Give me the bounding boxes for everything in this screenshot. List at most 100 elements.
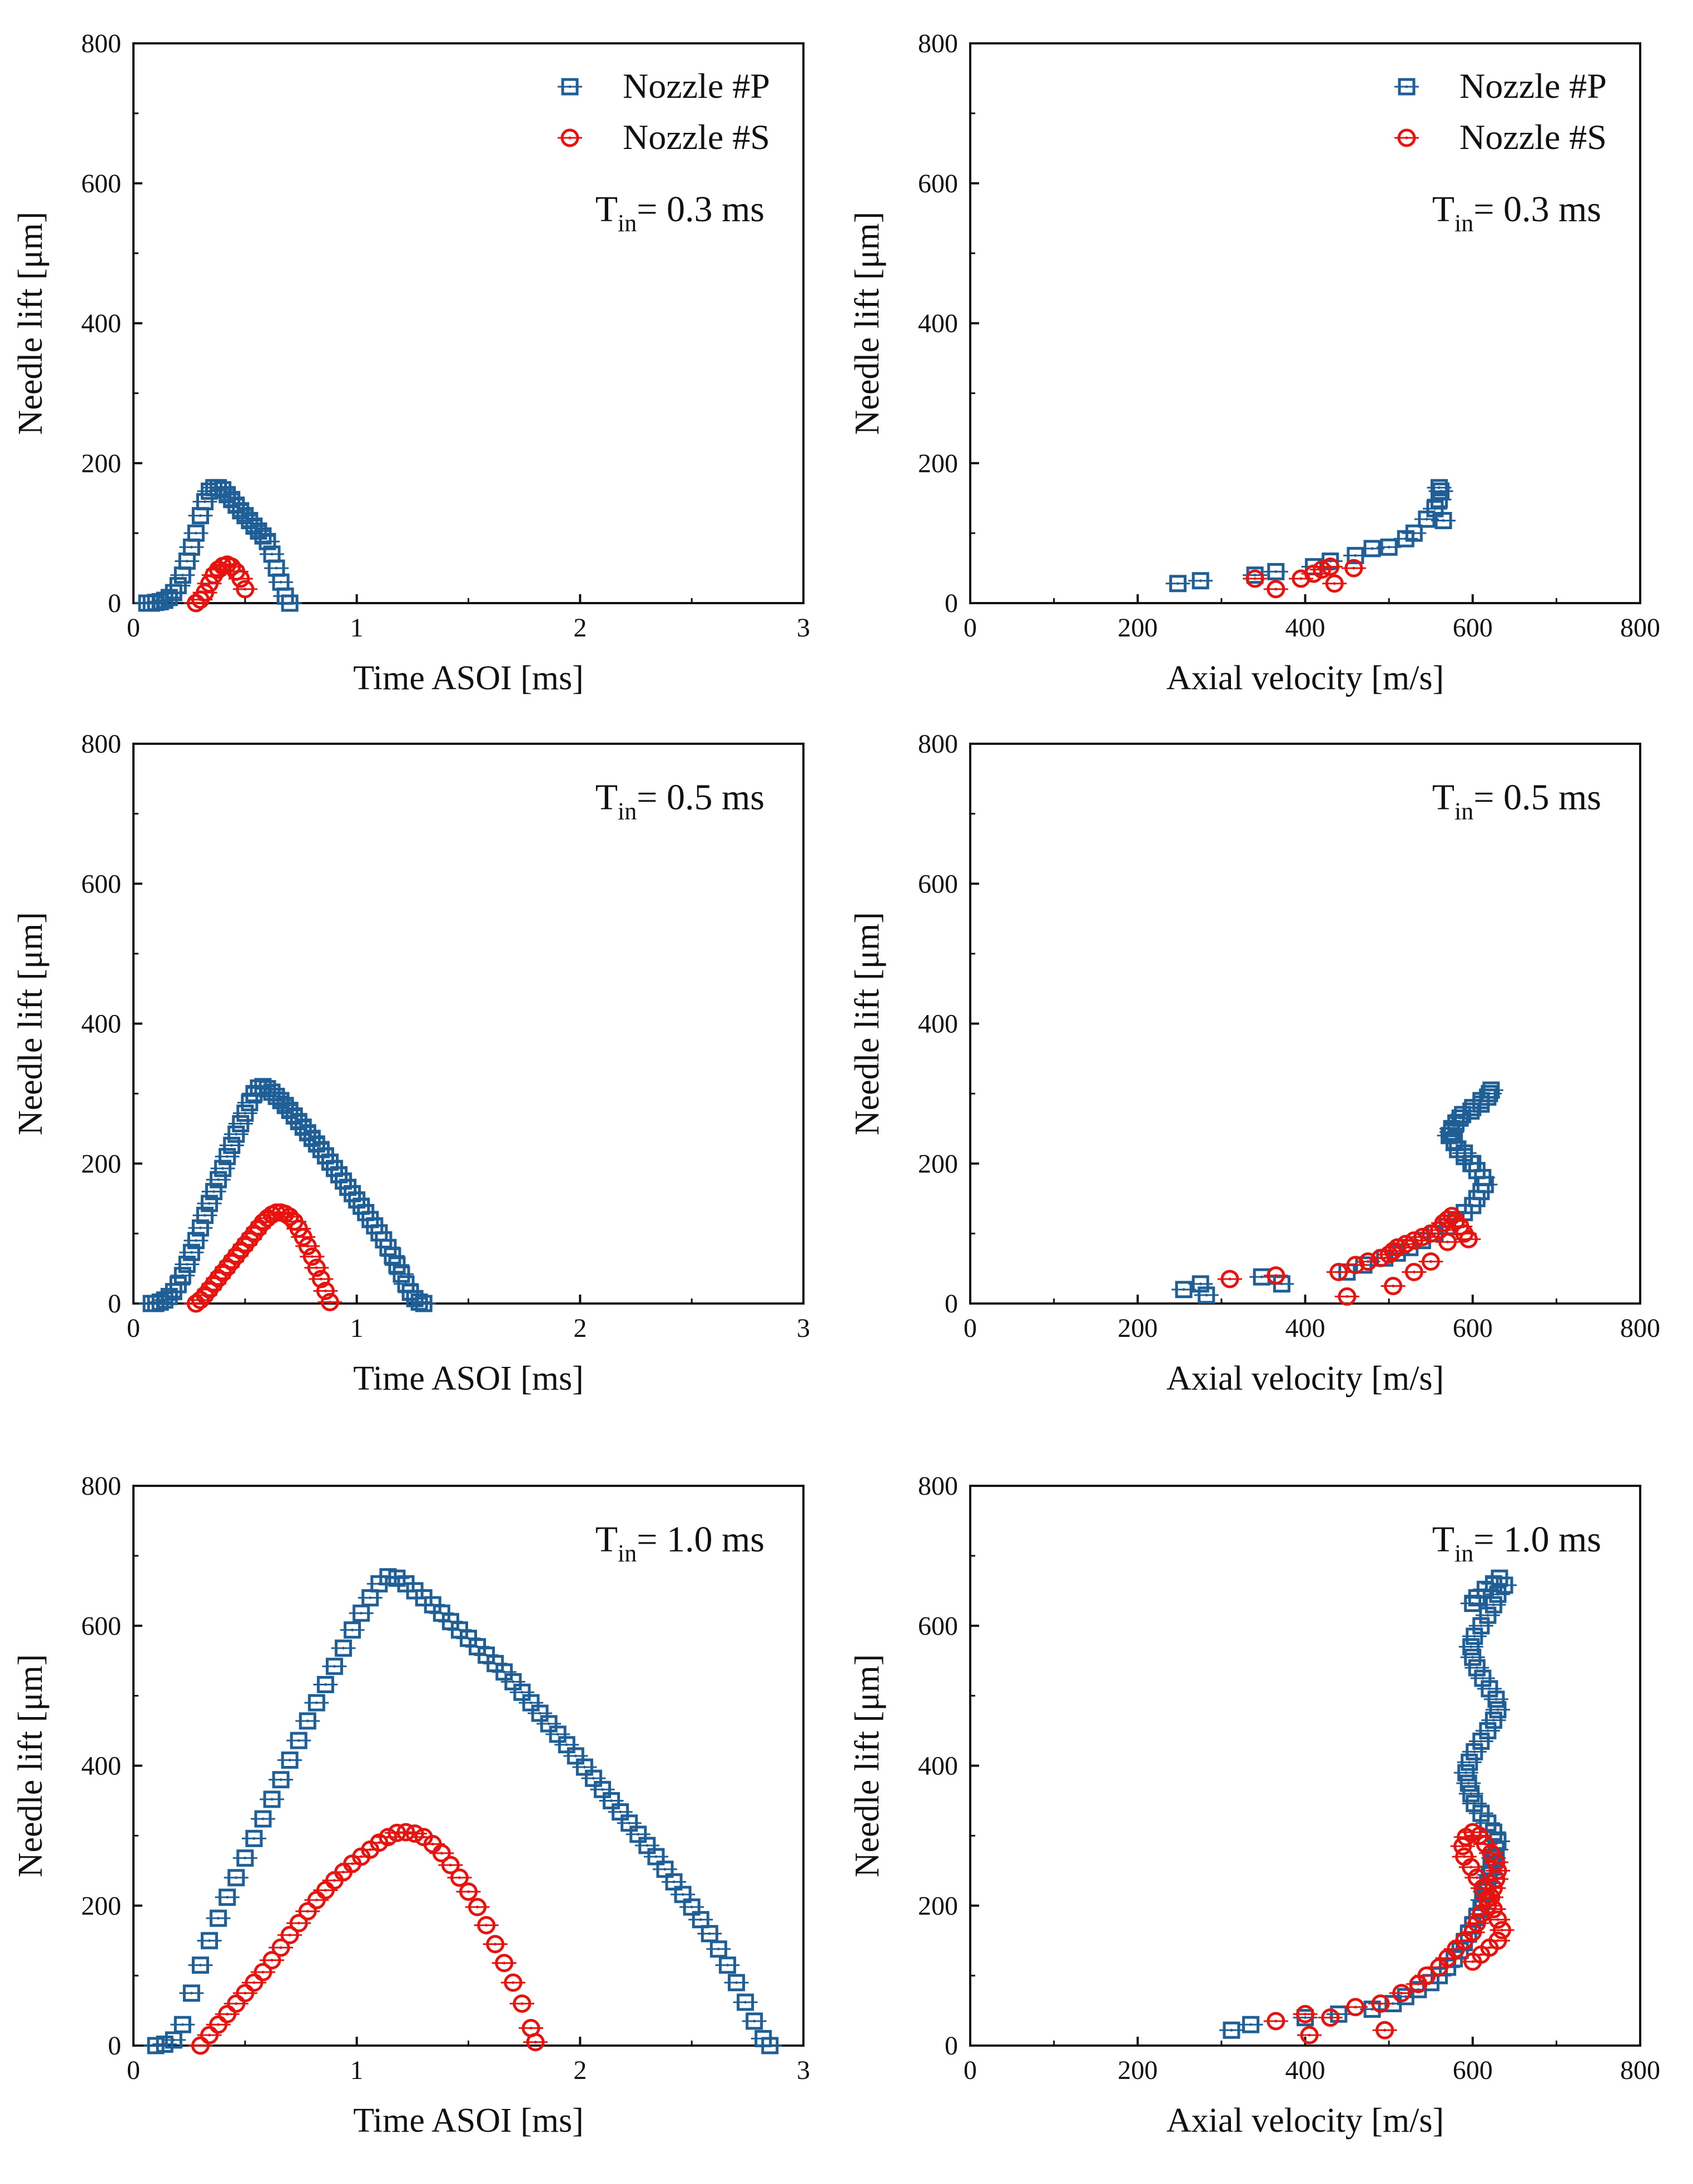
marker-nozzle-s xyxy=(228,569,253,588)
marker-nozzle-s xyxy=(1450,1837,1475,1855)
annotation-tin: Tin= 1.0 ms xyxy=(1432,1519,1601,1567)
y-tick-label: 600 xyxy=(918,169,958,198)
marker-nozzle-p xyxy=(599,1792,624,1809)
y-tick-label: 400 xyxy=(81,1009,121,1039)
marker-nozzle-s xyxy=(1394,128,1419,147)
marker-nozzle-p xyxy=(166,577,191,595)
y-tick-label: 0 xyxy=(108,1289,121,1319)
y-axis-label: Needle lift [μm] xyxy=(12,912,49,1136)
marker-nozzle-s xyxy=(1263,580,1288,599)
marker-nozzle-p xyxy=(389,1265,414,1283)
x-tick-label: 1 xyxy=(350,2056,364,2085)
marker-nozzle-s xyxy=(1343,1256,1368,1275)
annotation-base: T xyxy=(595,1519,618,1560)
marker-nozzle-s xyxy=(188,2036,213,2055)
marker-nozzle-p xyxy=(228,1115,253,1133)
marker-nozzle-p xyxy=(206,1171,231,1188)
marker-nozzle-p xyxy=(224,1125,249,1143)
marker-nozzle-p xyxy=(206,1909,231,1927)
marker-nozzle-p xyxy=(1464,1659,1490,1676)
marker-nozzle-p xyxy=(706,1940,731,1958)
marker-nozzle-p xyxy=(715,1956,740,1974)
marker-nozzle-p xyxy=(500,1673,525,1690)
legend-label-s: Nozzle #S xyxy=(623,117,770,157)
marker-nozzle-s xyxy=(1453,1828,1478,1847)
marker-nozzle-p xyxy=(1456,1774,1481,1792)
marker-nozzle-p xyxy=(201,1183,226,1201)
marker-nozzle-p xyxy=(1194,1286,1219,1304)
marker-nozzle-p xyxy=(232,1105,257,1122)
marker-nozzle-p xyxy=(572,1758,597,1776)
marker-nozzle-p xyxy=(228,502,253,520)
marker-nozzle-s xyxy=(286,1914,311,1933)
y-tick-label: 400 xyxy=(918,309,958,339)
x-tick-label: 800 xyxy=(1620,1314,1660,1343)
marker-nozzle-p xyxy=(558,78,582,96)
marker-nozzle-p xyxy=(671,1885,696,1903)
marker-nozzle-p xyxy=(563,1747,588,1765)
x-tick-label: 2 xyxy=(573,2056,587,2085)
x-tick-label: 2 xyxy=(573,613,587,643)
marker-nozzle-s xyxy=(1402,1262,1427,1281)
legend: Nozzle #P Nozzle #S xyxy=(558,66,770,157)
legend-label-p: Nozzle #P xyxy=(1459,66,1607,106)
marker-nozzle-s xyxy=(1297,2026,1322,2044)
marker-nozzle-p xyxy=(634,1837,659,1854)
marker-nozzle-s xyxy=(1464,1914,1490,1933)
annotation-sub: in xyxy=(1454,798,1473,825)
annotation-sub: in xyxy=(618,210,637,237)
marker-nozzle-s xyxy=(1263,2012,1288,2031)
marker-nozzle-s xyxy=(1389,1984,1414,2003)
marker-nozzle-s xyxy=(192,583,217,602)
marker-nozzle-s xyxy=(304,1891,329,1909)
marker-nozzle-s xyxy=(197,2026,222,2044)
y-tick-label: 800 xyxy=(918,729,958,759)
marker-nozzle-s xyxy=(1490,1921,1515,1939)
x-tick-label: 200 xyxy=(1118,613,1158,643)
x-tick-label: 800 xyxy=(1620,613,1660,643)
y-tick-label: 200 xyxy=(918,1891,958,1921)
x-tick-label: 200 xyxy=(1118,2056,1158,2085)
marker-nozzle-p xyxy=(179,1243,204,1261)
annotation-value: = 0.5 ms xyxy=(637,777,764,818)
chart-panel-lift-time-1.0: 0 1 2 3 0 200 400 600 800 Time ASOI [ms] Needle li… xyxy=(12,1471,810,2140)
marker-nozzle-s xyxy=(491,1953,517,1972)
marker-nozzle-s xyxy=(1217,1270,1242,1288)
marker-nozzle-p xyxy=(286,1732,311,1749)
marker-nozzle-p xyxy=(662,1873,687,1891)
y-tick-label: 400 xyxy=(918,1752,958,1781)
marker-nozzle-s xyxy=(509,1994,534,2013)
marker-nozzle-p xyxy=(1427,479,1452,496)
marker-nozzle-p xyxy=(518,1694,543,1712)
marker-nozzle-s xyxy=(1381,1277,1406,1296)
marker-nozzle-p xyxy=(313,1675,338,1693)
annotation-base: T xyxy=(595,189,618,230)
annotation-tin: Tin= 0.5 ms xyxy=(1432,777,1601,825)
marker-nozzle-p xyxy=(175,1256,200,1273)
chart-panel-lift-vel-1.0: 0 200 400 600 800 0 200 400 600 800 Axial velocity… xyxy=(848,1471,1660,2140)
marker-nozzle-s xyxy=(1368,1994,1393,2013)
marker-nozzle-p xyxy=(241,518,266,535)
y-tick-label: 800 xyxy=(918,29,958,58)
marker-nozzle-s xyxy=(1356,1252,1381,1271)
chart-panel-lift-vel-0.5: 0 200 400 600 800 0 200 400 600 800 Axial velocity… xyxy=(848,729,1660,1397)
marker-nozzle-p xyxy=(554,1736,579,1754)
x-tick-label: 1 xyxy=(350,613,364,643)
marker-nozzle-p xyxy=(295,1712,320,1730)
annotation-value: = 1.0 ms xyxy=(1473,1519,1601,1560)
chart-panel-lift-time-0.5: 0 1 2 3 0 200 400 600 800 Time ASOI [ms] Needle li… xyxy=(12,729,810,1397)
marker-nozzle-s xyxy=(1460,1952,1485,1971)
annotation-tin: Tin= 0.3 ms xyxy=(595,189,764,237)
marker-nozzle-p xyxy=(1468,1804,1493,1822)
marker-nozzle-p xyxy=(192,1206,217,1224)
marker-nozzle-s xyxy=(558,128,582,147)
marker-nozzle-p xyxy=(215,1888,240,1906)
y-tick-label: 400 xyxy=(918,1009,958,1039)
marker-nozzle-s xyxy=(1481,1900,1506,1919)
marker-nozzle-s xyxy=(241,1973,266,1992)
annotation-base: T xyxy=(1432,1519,1454,1560)
marker-nozzle-p xyxy=(1460,1594,1485,1612)
legend: Nozzle #P Nozzle #S xyxy=(1394,66,1607,157)
marker-nozzle-p xyxy=(625,1825,651,1843)
marker-nozzle-p xyxy=(304,1694,329,1712)
